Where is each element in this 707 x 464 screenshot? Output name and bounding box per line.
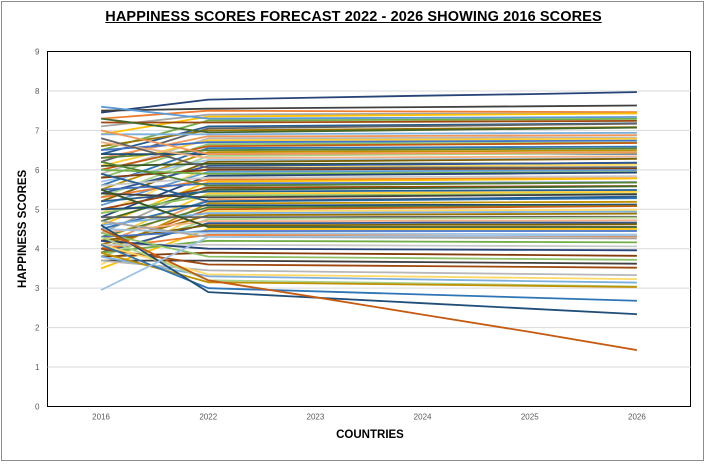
series-line-71 xyxy=(101,259,637,265)
series-line-30 xyxy=(100,163,637,215)
series-line-53 xyxy=(101,210,637,226)
y-tick-label: 9 xyxy=(35,48,40,57)
y-tick-label: 3 xyxy=(35,284,40,293)
series-line-12 xyxy=(100,117,637,134)
series-line-49 xyxy=(101,203,637,211)
y-tick-label: 1 xyxy=(35,363,40,372)
series-line-83 xyxy=(100,161,637,187)
series-line-13 xyxy=(101,131,637,136)
y-tick-label: 4 xyxy=(35,245,40,254)
series-line-7 xyxy=(100,118,637,151)
series-line-81 xyxy=(100,234,637,291)
series-line-35 xyxy=(101,175,637,187)
series-line-17 xyxy=(101,139,637,151)
series-line-27 xyxy=(100,157,637,203)
series-line-65 xyxy=(100,220,637,240)
y-tick-label: 5 xyxy=(35,205,40,214)
y-tick-label: 6 xyxy=(35,166,40,175)
series-line-41 xyxy=(100,185,637,222)
series-line-16 xyxy=(100,137,637,167)
series-line-60 xyxy=(100,188,637,228)
series-line-22 xyxy=(100,149,637,191)
series-line-66 xyxy=(101,239,637,254)
series-line-84 xyxy=(100,129,637,156)
series-line-32 xyxy=(100,169,637,207)
series-lines xyxy=(100,91,638,351)
series-line-25 xyxy=(100,141,637,159)
x-tick-label: 2026 xyxy=(628,413,646,422)
series-line-82 xyxy=(100,172,637,203)
series-line-72 xyxy=(100,247,637,269)
y-tick-label: 7 xyxy=(35,126,40,135)
series-line-42 xyxy=(101,189,637,203)
series-line-14 xyxy=(100,134,637,159)
series-line-56 xyxy=(100,216,637,258)
plot-area xyxy=(47,51,691,407)
series-line-57 xyxy=(101,219,637,234)
series-line-68 xyxy=(101,239,637,252)
series-line-2 xyxy=(101,104,637,112)
series-line-74 xyxy=(100,243,637,280)
series-line-21 xyxy=(101,147,637,159)
series-line-79 xyxy=(100,224,637,316)
series-line-85 xyxy=(100,137,637,169)
series-line-37 xyxy=(100,177,637,226)
x-tick-label: 2016 xyxy=(92,413,110,422)
series-line-69 xyxy=(101,251,637,258)
series-line-70 xyxy=(100,232,637,261)
series-line-8 xyxy=(101,120,637,124)
y-tick-label: 2 xyxy=(35,324,40,333)
y-tick-label: 8 xyxy=(35,87,40,96)
x-tick-label: 2025 xyxy=(521,413,539,422)
series-line-59 xyxy=(100,223,637,242)
y-tick-labels: 0 1 2 3 4 5 6 7 8 9 xyxy=(35,48,40,412)
series-line-6 xyxy=(101,105,637,120)
series-line-61 xyxy=(100,228,637,270)
x-tick-labels: 2016 2022 2023 2024 2025 2026 xyxy=(92,413,646,422)
series-line-43 xyxy=(100,191,637,242)
x-tick-label: 2023 xyxy=(307,413,325,422)
series-line-5 xyxy=(100,112,637,136)
series-line-63 xyxy=(101,228,637,236)
chart-title: HAPPINESS SCORES FORECAST 2022 - 2026 SH… xyxy=(105,9,602,25)
x-axis-label: COUNTRIES xyxy=(336,429,404,441)
series-line-1 xyxy=(100,91,637,114)
y-tick-label: 0 xyxy=(35,403,40,412)
x-tick-label: 2024 xyxy=(414,413,432,422)
series-line-77 xyxy=(100,251,637,288)
series-line-3 xyxy=(101,109,637,120)
x-tick-label: 2022 xyxy=(199,413,217,422)
series-line-80 xyxy=(100,228,638,351)
series-line-31 xyxy=(101,167,637,179)
